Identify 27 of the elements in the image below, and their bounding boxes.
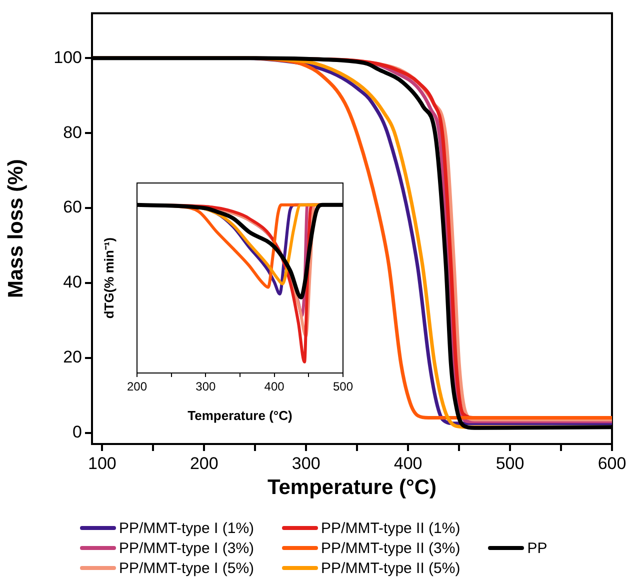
x-tick-label: 500 [496,454,524,473]
x-tick-label: 300 [292,454,320,473]
x-tick-label: 100 [88,454,116,473]
y-tick-label: 60 [63,198,82,217]
x-tick-label: 600 [598,454,626,473]
x-axis-title: Temperature (°C) [188,408,292,423]
x-tick-label: 500 [332,380,354,394]
legend-label: PP/MMT-type I (5%) [119,560,254,576]
legend-label: PP/MMT-type II (1%) [321,520,460,536]
x-tick-label: 200 [190,454,218,473]
legend-label: PP/MMT-type II (5%) [321,560,460,576]
y-tick-label: 0 [72,422,82,442]
y-tick-label: 20 [63,348,82,367]
x-tick-label: 200 [126,380,148,394]
x-tick-label: 400 [394,454,422,473]
y-tick-label: 100 [54,48,82,67]
legend-label: PP/MMT-type II (3%) [321,540,460,556]
x-tick-label: 300 [196,380,216,394]
y-tick-label: 80 [63,122,82,142]
y-axis-title: Mass loss (%) [4,159,28,298]
x-axis-title: Temperature (°C) [267,476,437,500]
y-tick-label: 40 [63,272,82,292]
y-axis-title: dTG(% min⁻¹) [101,237,116,319]
legend-label: PP [527,540,548,556]
legend-label: PP/MMT-type I (1%) [119,520,254,536]
x-tick-label: 400 [264,380,285,394]
legend-label: PP/MMT-type I (3%) [119,540,254,556]
